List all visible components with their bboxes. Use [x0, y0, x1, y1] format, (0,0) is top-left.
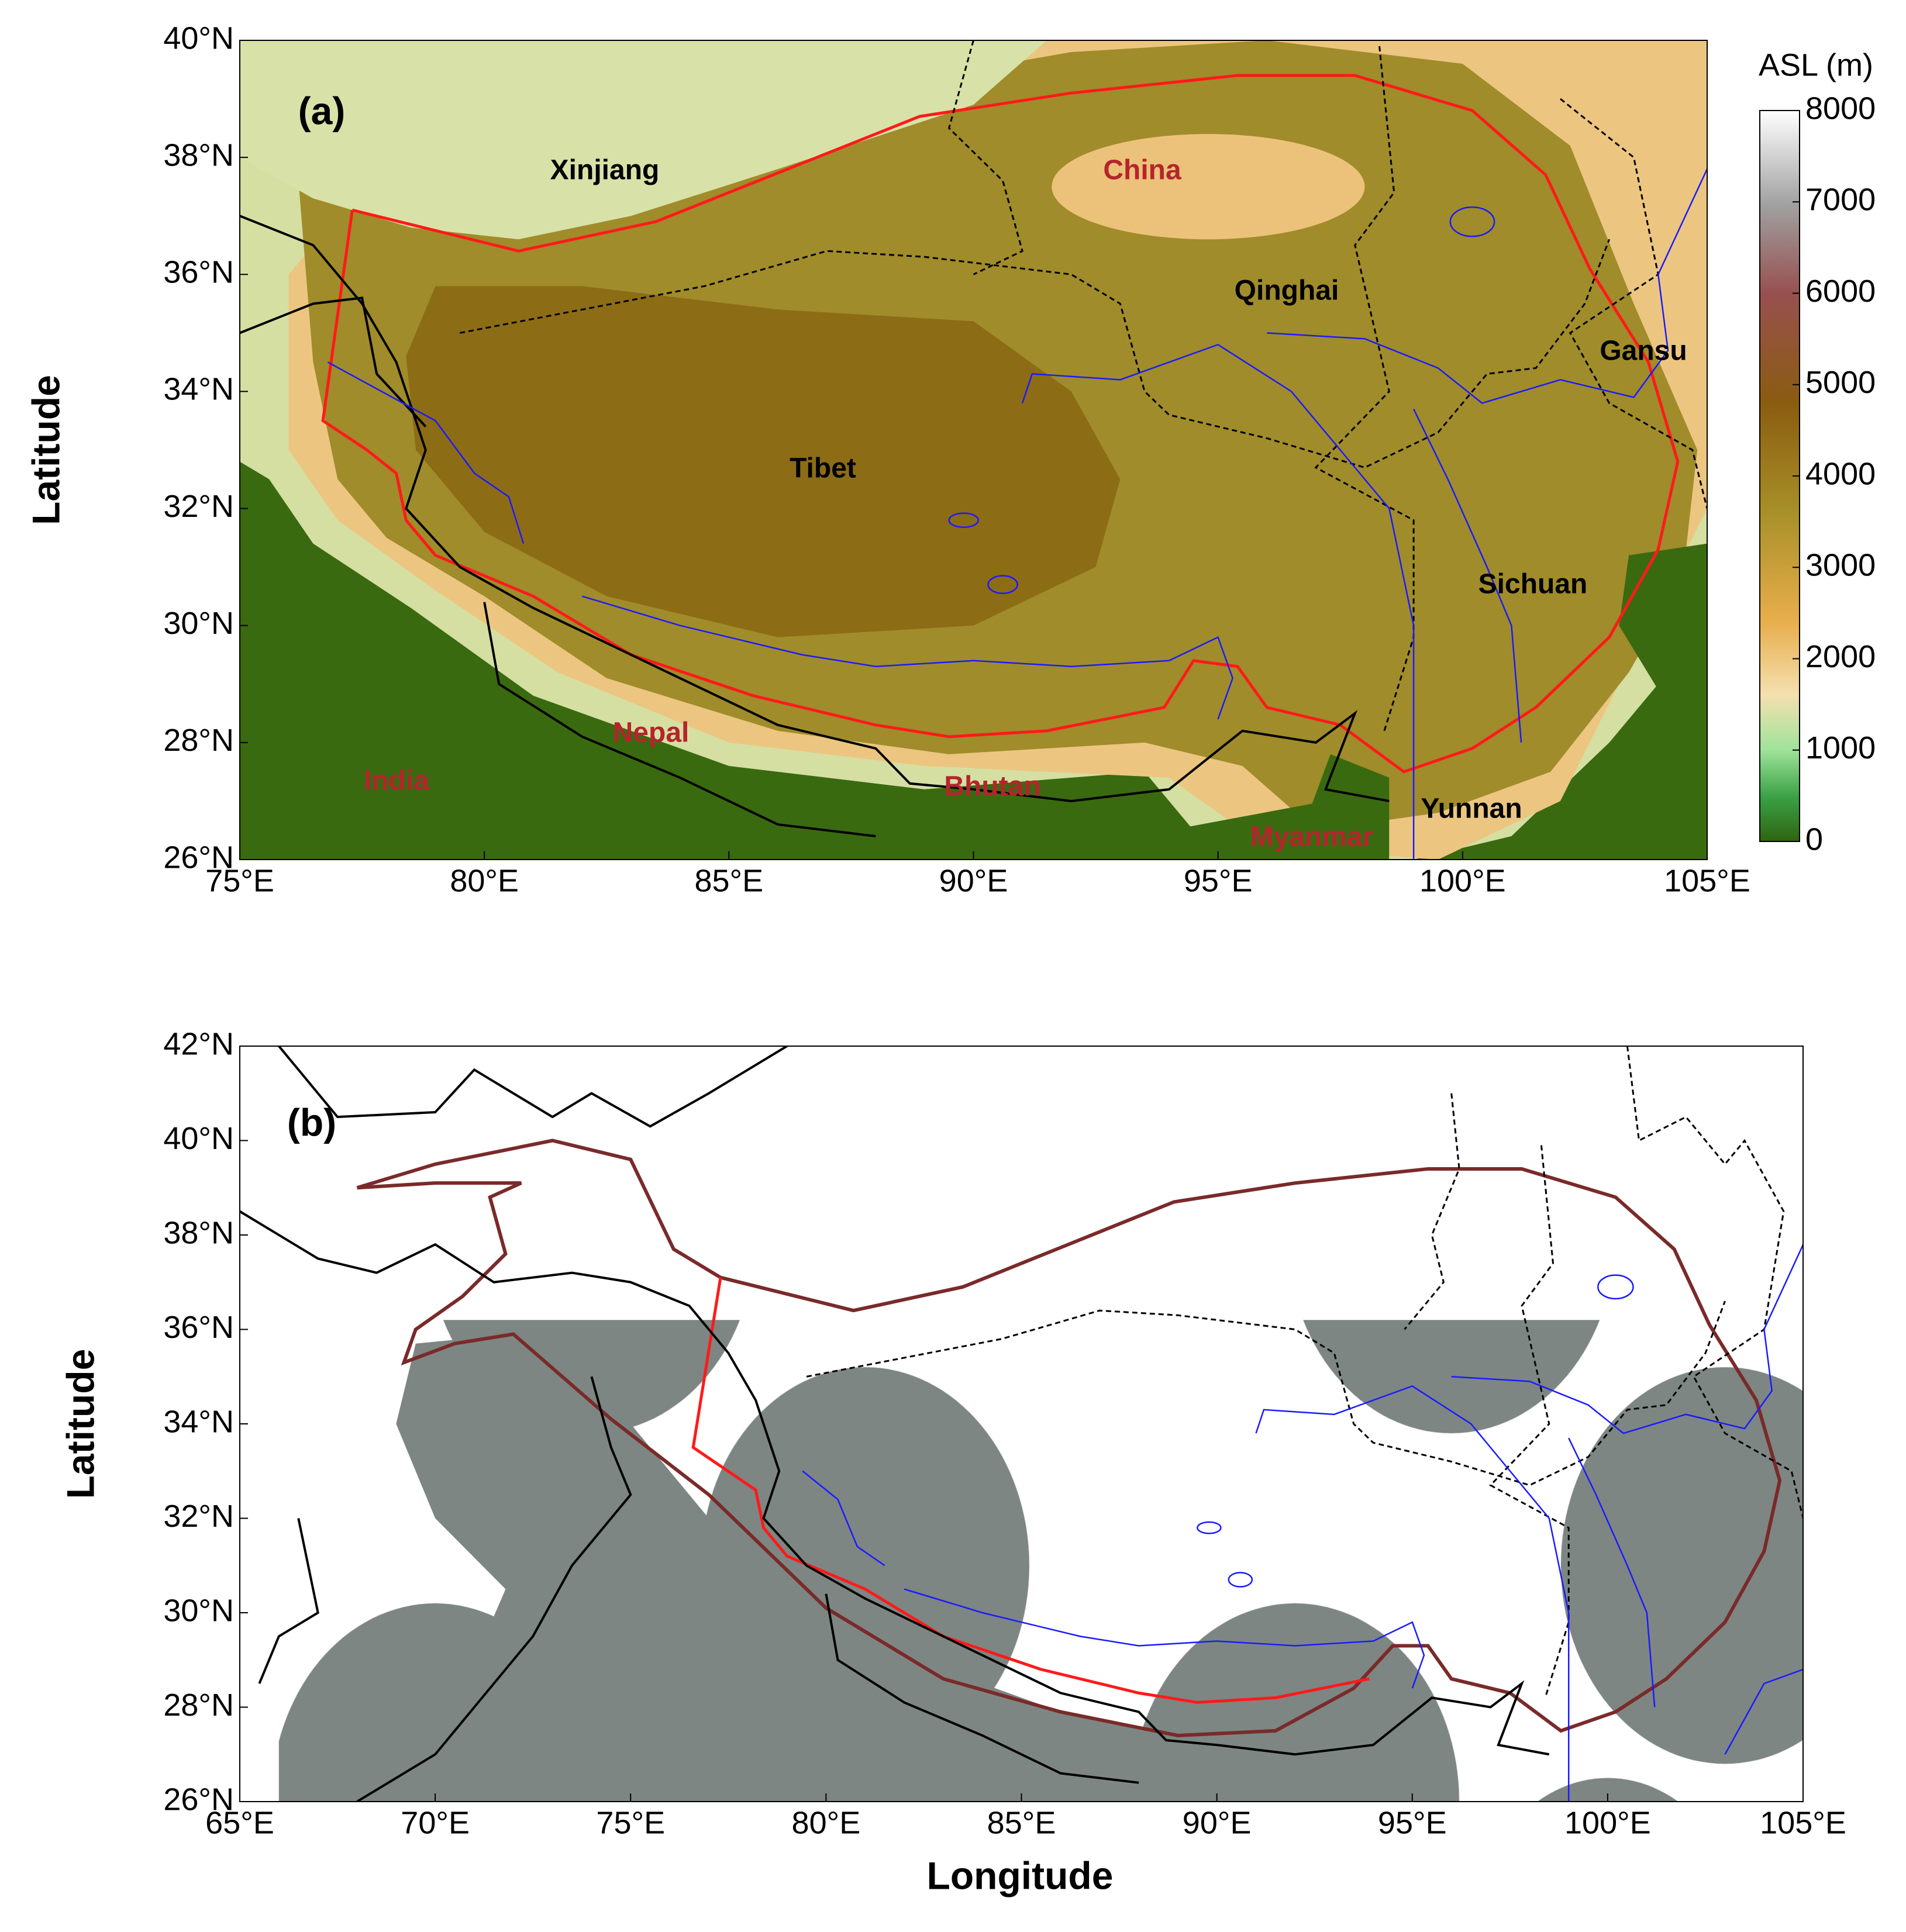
- y-tick-label: 30°N: [163, 606, 234, 641]
- place-label: Qinghai: [1235, 275, 1339, 306]
- x-tick-label: 85°E: [987, 1805, 1056, 1840]
- x-tick-label: 100°E: [1564, 1805, 1651, 1840]
- y-tick-label: 38°N: [163, 1215, 234, 1250]
- y-tick-label: 34°N: [163, 1404, 234, 1439]
- x-tick-label: 85°E: [694, 863, 763, 898]
- place-label: Gansu: [1600, 336, 1687, 367]
- place-label: Tibet: [790, 453, 856, 484]
- colorbar-tick-label: 1000: [1805, 730, 1876, 765]
- y-axis-title: Latitude: [24, 375, 67, 525]
- place-label: India: [364, 765, 429, 796]
- place-label: Bhutan: [944, 771, 1040, 802]
- colorbar-tick-label: 6000: [1805, 274, 1876, 309]
- y-tick-label: 26°N: [163, 840, 234, 875]
- y-tick-label: 38°N: [163, 137, 234, 172]
- x-tick-label: 75°E: [205, 863, 274, 898]
- map-a: [240, 40, 1707, 860]
- x-tick-label: 70°E: [401, 1805, 470, 1840]
- colorbar-title: ASL (m): [1759, 47, 1873, 82]
- place-label: Nepal: [613, 717, 690, 748]
- y-tick-label: 32°N: [163, 1499, 234, 1534]
- x-axis-title: Longitude: [927, 1854, 1114, 1897]
- y-tick-label: 26°N: [163, 1782, 234, 1817]
- y-tick-label: 30°N: [163, 1593, 234, 1628]
- x-tick-label: 80°E: [792, 1805, 861, 1840]
- place-label: Myanmar: [1250, 822, 1374, 853]
- x-tick-label: 100°E: [1419, 863, 1506, 898]
- y-tick-label: 36°N: [163, 255, 234, 290]
- y-tick-label: 28°N: [163, 1688, 234, 1723]
- map-b: [240, 1046, 1803, 1802]
- y-tick-label: 40°N: [163, 1121, 234, 1156]
- panel-label: (b): [287, 1100, 336, 1144]
- place-label: China: [1103, 155, 1181, 186]
- x-tick-label: 105°E: [1760, 1805, 1846, 1840]
- colorbar-tick-label: 2000: [1805, 639, 1876, 674]
- y-tick-label: 42°N: [163, 1026, 234, 1061]
- colorbar-tick-label: 4000: [1805, 456, 1876, 491]
- colorbar-tick-label: 7000: [1805, 182, 1876, 218]
- x-tick-label: 105°E: [1664, 863, 1750, 898]
- y-tick-label: 28°N: [163, 723, 234, 758]
- y-axis-title: Latitude: [58, 1349, 102, 1499]
- y-tick-label: 32°N: [163, 489, 234, 524]
- colorbar-tick-label: 5000: [1805, 365, 1876, 400]
- colorbar-tick-label: 8000: [1805, 91, 1876, 126]
- x-tick-label: 75°E: [596, 1805, 665, 1840]
- x-tick-label: 95°E: [1184, 863, 1253, 898]
- panel-label: (a): [298, 89, 346, 132]
- place-label: Yunnan: [1421, 794, 1522, 824]
- colorbar-tick-label: 3000: [1805, 548, 1876, 583]
- x-tick-label: 95°E: [1378, 1805, 1447, 1840]
- y-tick-label: 36°N: [163, 1310, 234, 1345]
- colorbar-tick-label: 0: [1805, 822, 1823, 857]
- x-tick-label: 90°E: [939, 863, 1008, 898]
- y-tick-label: 40°N: [163, 20, 234, 56]
- x-tick-label: 80°E: [450, 863, 519, 898]
- place-label: Xinjiang: [550, 155, 660, 186]
- x-tick-label: 65°E: [205, 1805, 274, 1840]
- x-tick-label: 90°E: [1183, 1805, 1252, 1840]
- y-tick-label: 34°N: [163, 372, 234, 407]
- place-label: Sichuan: [1478, 569, 1588, 600]
